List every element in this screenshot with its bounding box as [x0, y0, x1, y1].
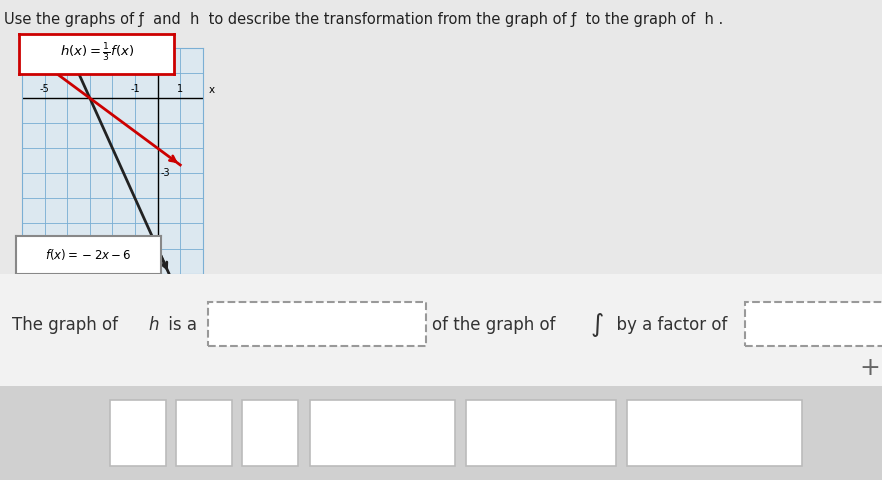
Text: y: y: [161, 32, 167, 42]
Text: -3: -3: [161, 168, 170, 179]
Bar: [745, 301, 882, 347]
Text: ∷ 3: ∷ 3: [193, 426, 215, 440]
Text: +: +: [860, 357, 880, 381]
Bar: [110, 400, 166, 466]
Text: ∷ 2: ∷ 2: [127, 426, 149, 440]
Text: 1: 1: [177, 84, 183, 94]
Text: $\int$: $\int$: [590, 311, 604, 338]
Text: by a factor of: by a factor of: [606, 315, 728, 334]
Text: $h(x) = \frac{1}{3}f(x)$: $h(x) = \frac{1}{3}f(x)$: [60, 42, 133, 64]
Text: Use the graphs of ƒ  and  h  to describe the transformation from the graph of ƒ : Use the graphs of ƒ and h to describe th…: [4, 12, 723, 27]
Text: -5: -5: [40, 84, 49, 94]
Text: x: x: [208, 85, 214, 95]
Bar: [208, 301, 426, 347]
Text: ∷ vertical stretch: ∷ vertical stretch: [482, 426, 600, 440]
Bar: [310, 400, 455, 466]
Text: is a: is a: [163, 315, 197, 334]
Bar: [466, 400, 616, 466]
Text: $h$: $h$: [148, 315, 160, 334]
Text: $f(x) = -2x - 6$: $f(x) = -2x - 6$: [45, 247, 132, 262]
Bar: [242, 400, 298, 466]
Text: of the graph of: of the graph of: [432, 315, 561, 334]
Text: -1: -1: [131, 84, 140, 94]
Bar: [627, 400, 802, 466]
Text: ∷ 6: ∷ 6: [259, 426, 281, 440]
Text: The graph of: The graph of: [12, 315, 123, 334]
Bar: [176, 400, 232, 466]
Text: ∷ horizontal shri: ∷ horizontal shri: [658, 426, 771, 440]
Text: ∷ vertical shrink: ∷ vertical shrink: [326, 426, 438, 440]
